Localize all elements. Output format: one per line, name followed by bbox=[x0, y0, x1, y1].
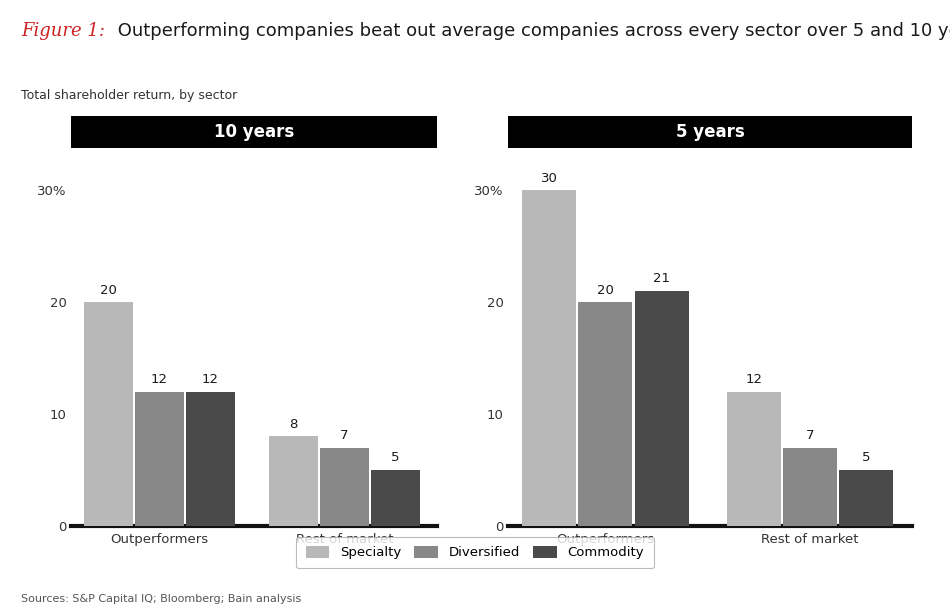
Text: 12: 12 bbox=[151, 373, 168, 386]
Bar bbox=[185, 392, 235, 526]
Text: 5: 5 bbox=[862, 451, 870, 464]
Bar bbox=[370, 470, 420, 526]
Bar bbox=[839, 470, 893, 526]
Text: 5: 5 bbox=[391, 451, 400, 464]
Text: 21: 21 bbox=[653, 272, 670, 285]
Bar bbox=[579, 302, 633, 526]
Bar bbox=[727, 392, 781, 526]
Text: Outperforming companies beat out average companies across every sector over 5 an: Outperforming companies beat out average… bbox=[112, 22, 950, 39]
Text: 7: 7 bbox=[340, 429, 349, 442]
Text: 5 years: 5 years bbox=[675, 122, 745, 141]
Text: Figure 1:: Figure 1: bbox=[21, 22, 104, 39]
Text: Total shareholder return, by sector: Total shareholder return, by sector bbox=[21, 89, 238, 102]
Bar bbox=[84, 302, 133, 526]
Text: 12: 12 bbox=[201, 373, 219, 386]
Bar bbox=[522, 191, 576, 526]
Text: Sources: S&P Capital IQ; Bloomberg; Bain analysis: Sources: S&P Capital IQ; Bloomberg; Bain… bbox=[21, 594, 301, 604]
Bar bbox=[135, 392, 183, 526]
Text: 12: 12 bbox=[745, 373, 762, 386]
Bar bbox=[269, 437, 318, 526]
Bar bbox=[783, 448, 837, 526]
Text: 20: 20 bbox=[597, 284, 614, 296]
Legend: Specialty, Diversified, Commodity: Specialty, Diversified, Commodity bbox=[296, 536, 654, 568]
Bar bbox=[320, 448, 369, 526]
Text: 10 years: 10 years bbox=[214, 122, 294, 141]
Bar bbox=[635, 291, 689, 526]
Text: 8: 8 bbox=[290, 418, 297, 430]
Text: 7: 7 bbox=[806, 429, 814, 442]
Text: 30: 30 bbox=[541, 172, 558, 184]
Text: 20: 20 bbox=[100, 284, 117, 296]
